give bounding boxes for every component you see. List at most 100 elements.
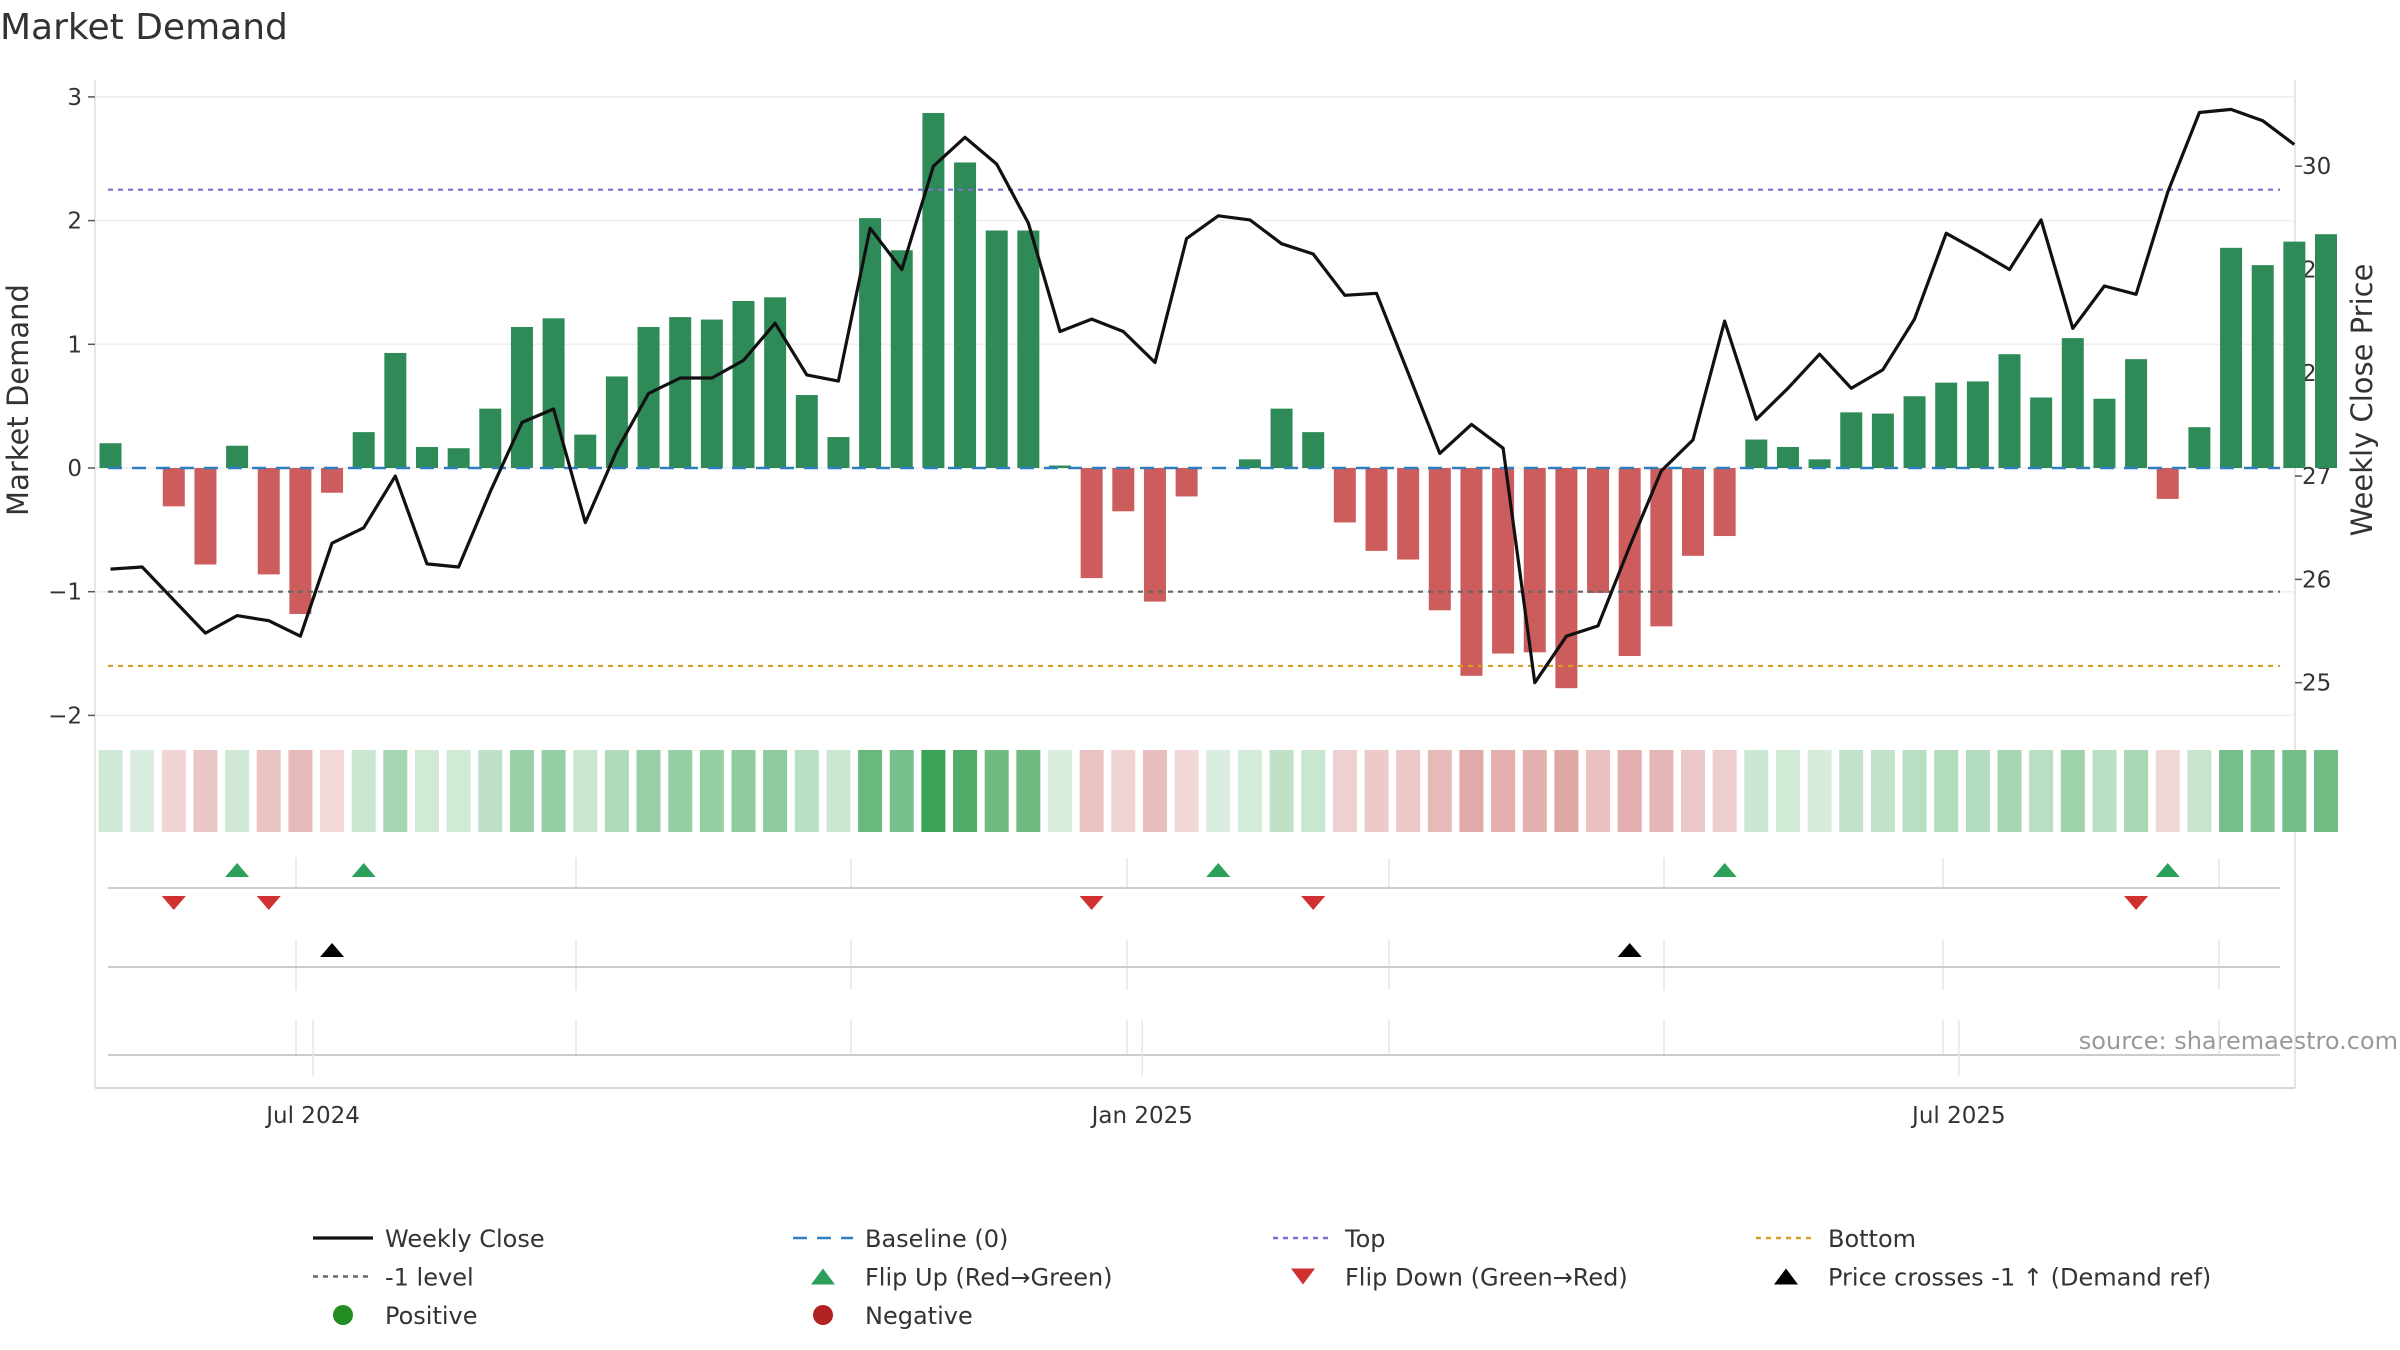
left-tick-label: 1 (67, 332, 82, 358)
right-tick-label: 30 (2302, 154, 2331, 180)
right-tick-label: 27 (2302, 464, 2331, 490)
demand-bar (2283, 241, 2306, 468)
demand-bar (1966, 381, 1989, 468)
demand-bar (479, 408, 502, 468)
demand-bar (954, 162, 977, 468)
flip-up-marker (1712, 863, 1737, 877)
legend-label: Price crosses -1 ↑ (Demand ref) (1828, 1264, 2211, 1292)
demand-bar (1333, 468, 1356, 523)
left-tick-label: −1 (48, 580, 82, 606)
heat-cell (193, 750, 218, 832)
demand-bar (1080, 468, 1103, 579)
heat-cell (1459, 750, 1484, 832)
heat-cell (2155, 750, 2180, 832)
demand-bar (574, 434, 597, 468)
demand-bar (1682, 468, 1704, 556)
demand-bar (795, 395, 818, 468)
flip-up-marker (1206, 863, 1231, 877)
heat-cell (1427, 750, 1452, 832)
legend-marker-price-crosses-1-demand-ref (1774, 1268, 1798, 1285)
demand-bar (2061, 338, 2084, 468)
heat-cell (1048, 750, 1072, 832)
heat-cell (858, 750, 883, 832)
flip-up-marker (225, 863, 250, 877)
heat-cell (1079, 750, 1104, 832)
chart-title: Market Demand (0, 7, 288, 48)
heat-cell (763, 750, 788, 832)
flip-up-marker (351, 863, 376, 877)
demand-bar (1903, 396, 1926, 468)
demand-bar (1302, 432, 1325, 468)
heat-cell (731, 750, 756, 832)
heat-cell (1142, 750, 1167, 832)
heat-cell (1237, 750, 1262, 832)
demand-bar (1840, 412, 1863, 468)
demand-bar (1808, 459, 1831, 468)
heat-cell (1744, 750, 1769, 832)
heat-cell (953, 750, 978, 832)
heat-cell (320, 750, 345, 832)
demand-bar (2315, 234, 2337, 468)
demand-bar (637, 326, 660, 468)
demand-bar (1175, 468, 1198, 497)
heat-cell (604, 750, 629, 832)
demand-bar (1713, 468, 1736, 537)
heat-cell (2060, 750, 2085, 832)
heat-cell (1111, 750, 1136, 832)
heat-cell (351, 750, 376, 832)
x-tick-label: Jan 2025 (1090, 1103, 1193, 1129)
demand-bar (2251, 265, 2274, 468)
flip-up-marker (2155, 863, 2180, 877)
demand-bar (1587, 468, 1610, 593)
heat-cell (161, 750, 186, 832)
heat-cell (1364, 750, 1389, 832)
heat-cell (573, 750, 598, 832)
heat-cell (2282, 750, 2307, 832)
heat-cell (1902, 750, 1927, 832)
legend-marker-negative (813, 1305, 833, 1325)
heat-cell (1586, 750, 1611, 832)
source-note: source: sharemaestro.com (2079, 1027, 2398, 1055)
heat-cell (1617, 750, 1642, 832)
legend-label: Bottom (1828, 1225, 1916, 1253)
demand-bar (416, 446, 438, 468)
right-axis-title: Weekly Close Price (2345, 264, 2379, 537)
legend-marker-positive (333, 1305, 353, 1325)
heat-cell (1965, 750, 1990, 832)
demand-bar (542, 318, 565, 468)
demand-bar (510, 326, 533, 468)
heat-cell (794, 750, 819, 832)
heat-cell (1206, 750, 1231, 832)
demand-bar (194, 468, 217, 565)
legend-label: Negative (865, 1302, 973, 1330)
demand-bar (985, 230, 1008, 468)
demand-bar (1998, 354, 2021, 468)
heat-cell (2250, 750, 2275, 832)
heat-cell (921, 750, 946, 832)
demand-bar (2188, 427, 2211, 468)
right-tick-label: 25 (2302, 671, 2331, 697)
heat-cell (1269, 750, 1294, 832)
flip-down-marker (256, 896, 281, 910)
heat-cell (1681, 750, 1705, 832)
left-tick-label: −2 (48, 703, 82, 729)
heat-cell (1396, 750, 1421, 832)
heat-cell (1870, 750, 1895, 832)
demand-bar (2125, 359, 2148, 468)
demand-bar (922, 112, 945, 468)
heat-cell (1807, 750, 1832, 832)
demand-bar (2093, 398, 2116, 468)
demand-bar (669, 317, 692, 468)
heat-cell (1934, 750, 1959, 832)
demand-bar (1049, 465, 1071, 468)
heat-cell (699, 750, 724, 832)
heat-cell (98, 750, 123, 832)
heat-cell (1332, 750, 1357, 832)
heat-cell (2029, 750, 2054, 832)
demand-heat-strip (98, 750, 2338, 832)
demand-bar (1745, 439, 1768, 468)
demand-bar (1935, 382, 1958, 468)
demand-bar (2220, 247, 2243, 468)
demand-bar (1492, 468, 1515, 654)
